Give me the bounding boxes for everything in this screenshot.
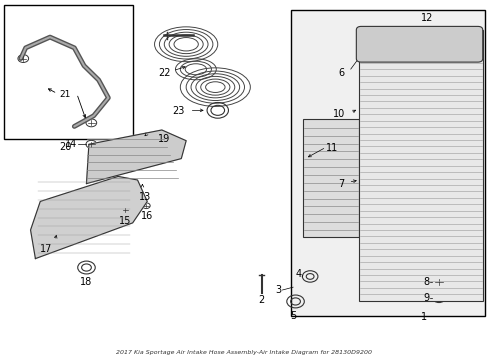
Text: 13: 13 xyxy=(139,192,151,202)
Text: 9: 9 xyxy=(422,293,428,303)
Text: 21: 21 xyxy=(59,90,70,99)
Bar xyxy=(302,119,358,237)
Text: 19: 19 xyxy=(158,134,170,144)
Text: 5: 5 xyxy=(289,311,296,321)
Text: 1: 1 xyxy=(421,312,427,322)
Text: 6: 6 xyxy=(338,68,344,78)
Text: 2017 Kia Sportage Air Intake Hose Assembly-Air Intake Diagram for 28130D9200: 2017 Kia Sportage Air Intake Hose Assemb… xyxy=(116,350,372,355)
Bar xyxy=(358,30,482,301)
Polygon shape xyxy=(30,176,147,258)
Bar xyxy=(4,5,132,139)
Text: 22: 22 xyxy=(158,68,170,78)
Text: 18: 18 xyxy=(80,277,92,287)
FancyBboxPatch shape xyxy=(356,26,482,62)
Text: 17: 17 xyxy=(40,244,52,254)
Text: 4: 4 xyxy=(295,269,301,279)
Text: 10: 10 xyxy=(332,109,345,119)
Text: 15: 15 xyxy=(119,216,131,226)
Text: 8: 8 xyxy=(422,277,428,287)
Polygon shape xyxy=(86,130,186,184)
Text: 23: 23 xyxy=(172,106,184,116)
Text: 7: 7 xyxy=(338,179,344,189)
Text: 14: 14 xyxy=(64,139,77,149)
Text: 2: 2 xyxy=(258,295,264,305)
Text: 3: 3 xyxy=(274,285,281,295)
Text: 11: 11 xyxy=(325,143,338,153)
Text: 20: 20 xyxy=(59,142,72,152)
Bar xyxy=(290,10,484,316)
Text: 16: 16 xyxy=(141,211,153,221)
Text: 12: 12 xyxy=(420,13,432,23)
